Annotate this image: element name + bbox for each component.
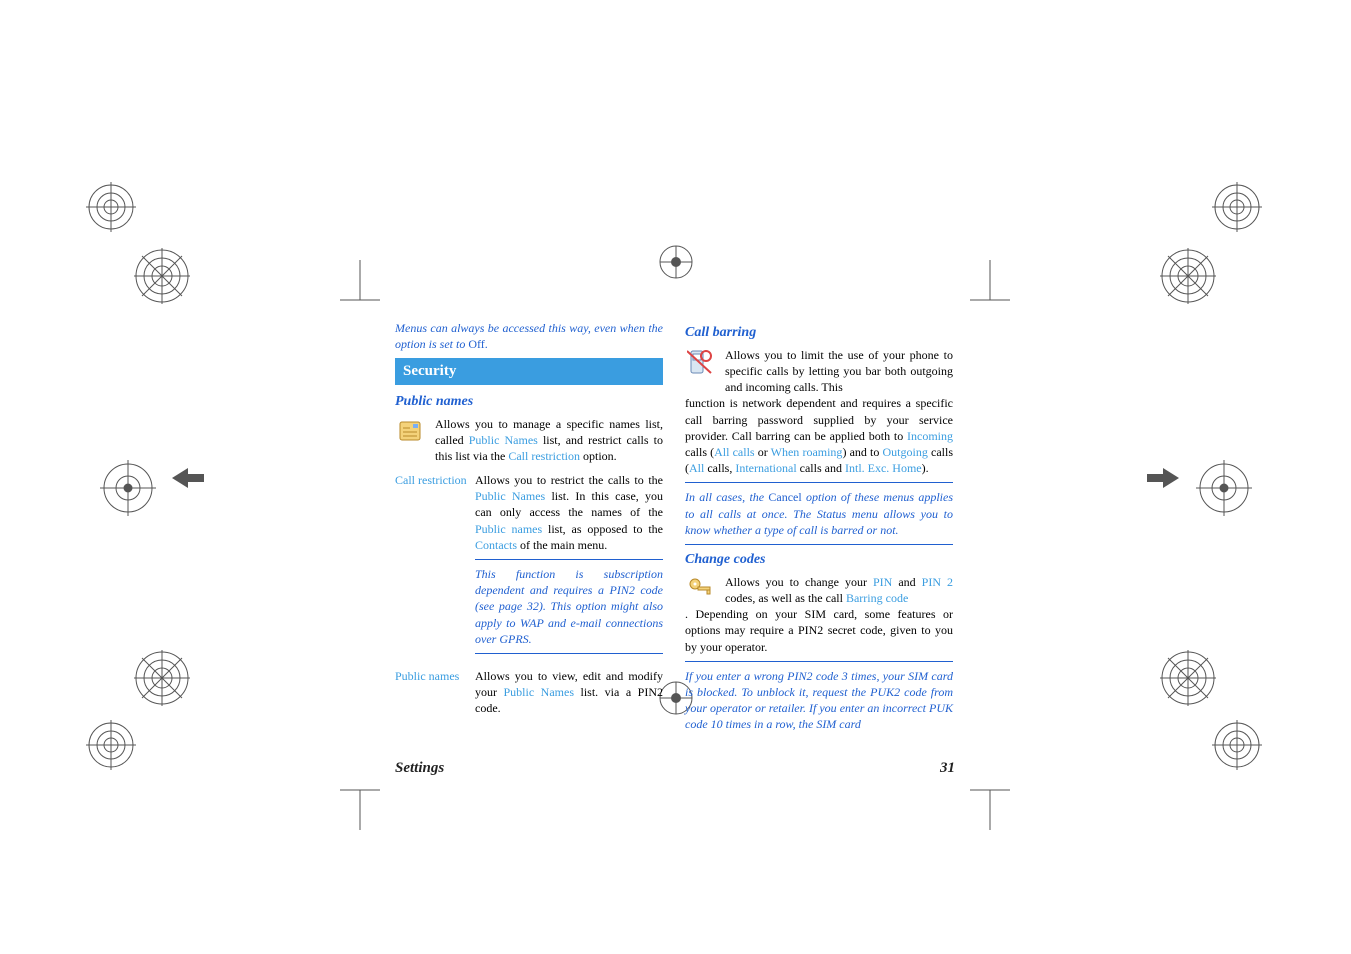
public-names-subhead: Public names <box>395 393 663 412</box>
change-codes-note: If you enter a wrong PIN2 code 3 times, … <box>685 668 953 733</box>
call-barring-body: function is network dependent and requir… <box>685 395 953 476</box>
call-barring-block: Allows you to limit the use of your phon… <box>685 347 953 477</box>
divider <box>475 653 663 654</box>
registration-target-right-mid <box>1196 460 1252 516</box>
call-restriction-term: Call restriction <box>395 472 467 660</box>
print-mark-bottom-right <box>1212 720 1262 770</box>
divider <box>685 544 953 545</box>
footer-left: Settings <box>395 760 444 777</box>
security-header: Security <box>395 358 663 384</box>
registration-target-right-lower <box>1160 650 1216 706</box>
call-barring-subhead: Call barring <box>685 324 953 343</box>
page-body: Menus can always be accessed this way, e… <box>395 320 955 733</box>
public-names-body: Allows you to view, edit and modify your… <box>475 668 663 717</box>
change-codes-lead: Allows you to change your PIN and PIN 2 … <box>725 574 953 606</box>
change-codes-block: Allows you to change your PIN and PIN 2 … <box>685 574 953 655</box>
divider <box>685 661 953 662</box>
call-restriction-body: Allows you to restrict the calls to the … <box>475 472 663 660</box>
right-column: Call barring Allows you to limit the use… <box>685 320 953 733</box>
call-barring-lead: Allows you to limit the use of your phon… <box>725 347 953 396</box>
call-barring-note: In all cases, the Cancel option of these… <box>685 489 953 538</box>
call-restriction-row: Call restriction Allows you to restrict … <box>395 472 663 660</box>
left-column: Menus can always be accessed this way, e… <box>395 320 663 733</box>
divider <box>685 482 953 483</box>
footer-right: 31 <box>940 760 955 777</box>
divider <box>475 559 663 560</box>
arrow-mark-top <box>658 244 694 280</box>
page-footer: Settings 31 <box>395 760 955 777</box>
call-restriction-note: This function is subscription dependent … <box>475 566 663 647</box>
contact-card-icon <box>395 416 425 448</box>
registration-target-right-upper <box>1160 248 1216 304</box>
print-mark-top-right <box>1212 182 1262 232</box>
registration-target-left-upper <box>134 248 190 304</box>
arrow-mark-right <box>1145 460 1181 496</box>
phone-bar-icon <box>685 347 715 379</box>
print-mark-bottom-left <box>86 720 136 770</box>
public-names-intro-row: Allows you to manage a specific names li… <box>395 416 663 465</box>
public-names-intro: Allows you to manage a specific names li… <box>435 416 663 465</box>
public-names-row: Public names Allows you to view, edit an… <box>395 668 663 717</box>
call-restriction-para: Allows you to restrict the calls to the … <box>475 472 663 553</box>
public-names-term: Public names <box>395 668 467 717</box>
top-note-tail: Off. <box>468 337 487 351</box>
registration-target-left-lower <box>134 650 190 706</box>
top-note: Menus can always be accessed this way, e… <box>395 320 663 352</box>
change-codes-body: . Depending on your SIM card, some featu… <box>685 606 953 655</box>
registration-target-left-mid <box>100 460 156 516</box>
arrow-mark-left <box>170 460 206 496</box>
print-mark-top-left <box>86 182 136 232</box>
top-note-text: Menus can always be accessed this way, e… <box>395 321 663 351</box>
keys-icon <box>685 574 715 606</box>
change-codes-subhead: Change codes <box>685 551 953 570</box>
